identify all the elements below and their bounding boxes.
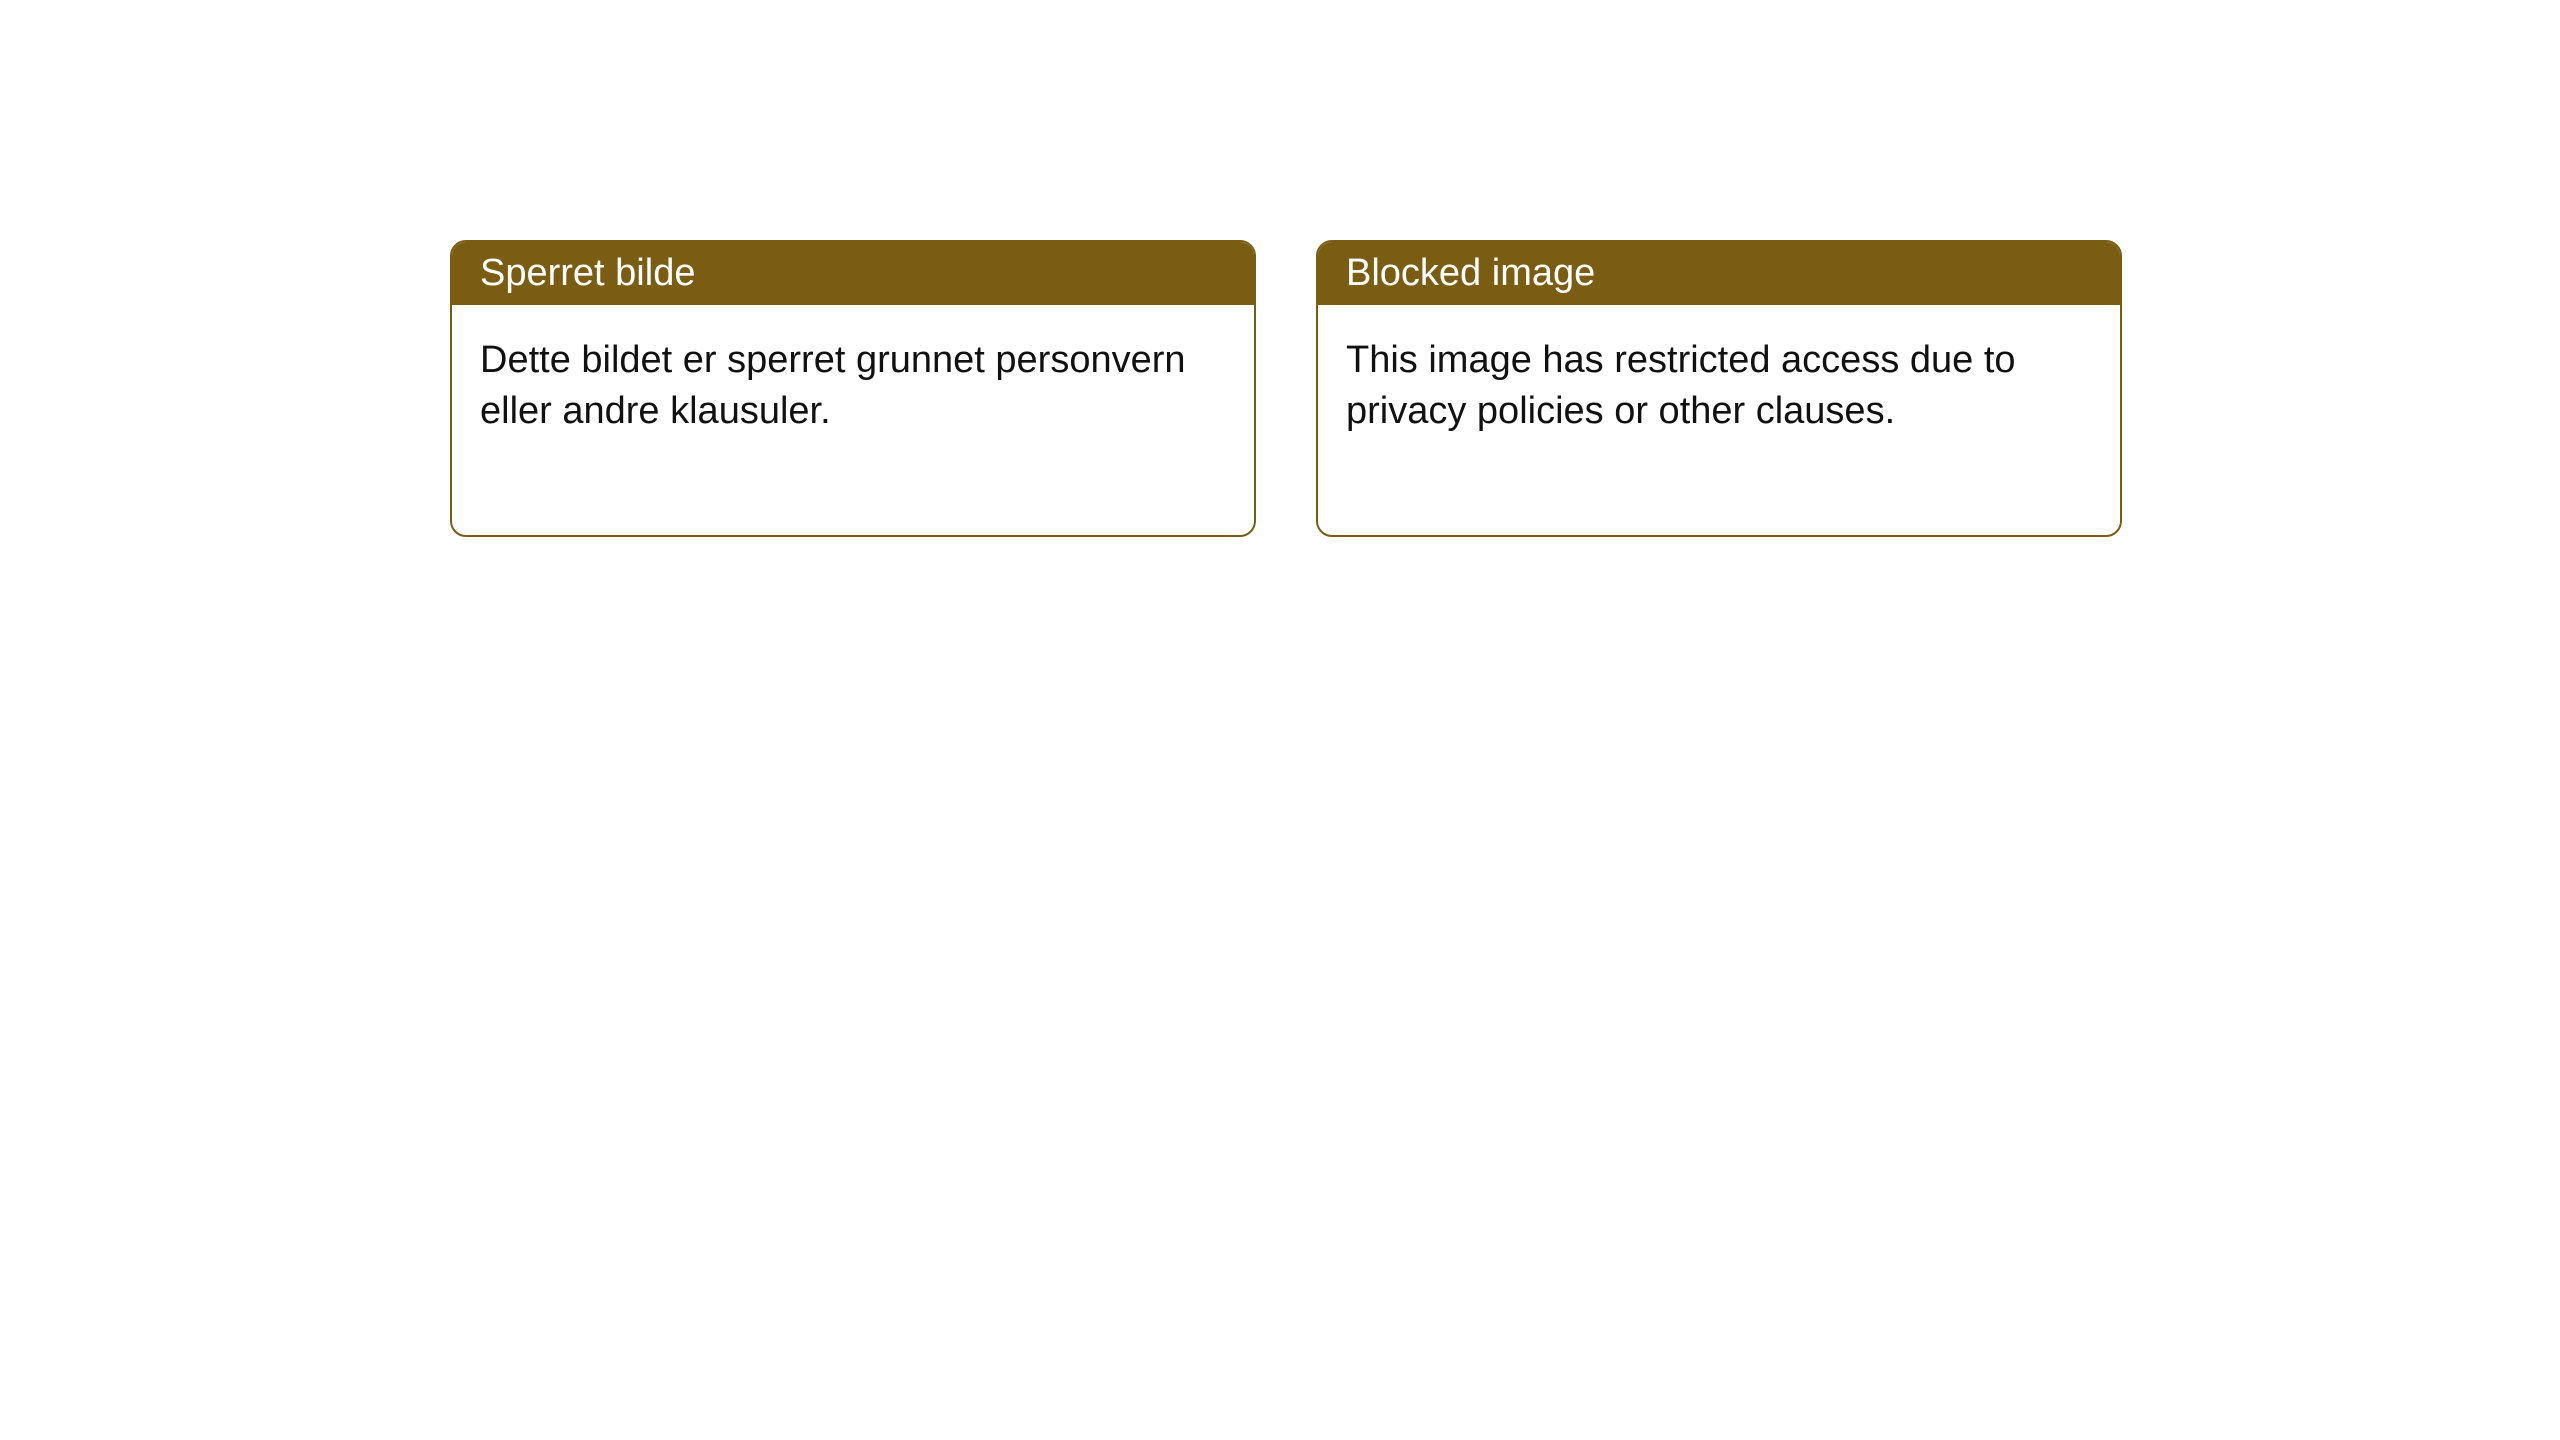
notice-box-norwegian: Sperret bilde Dette bildet er sperret gr… [450, 240, 1256, 537]
notice-container: Sperret bilde Dette bildet er sperret gr… [0, 0, 2560, 537]
notice-title-english: Blocked image [1318, 242, 2120, 305]
notice-body-english: This image has restricted access due to … [1318, 305, 2120, 535]
notice-box-english: Blocked image This image has restricted … [1316, 240, 2122, 537]
notice-body-norwegian: Dette bildet er sperret grunnet personve… [452, 305, 1254, 535]
notice-title-norwegian: Sperret bilde [452, 242, 1254, 305]
